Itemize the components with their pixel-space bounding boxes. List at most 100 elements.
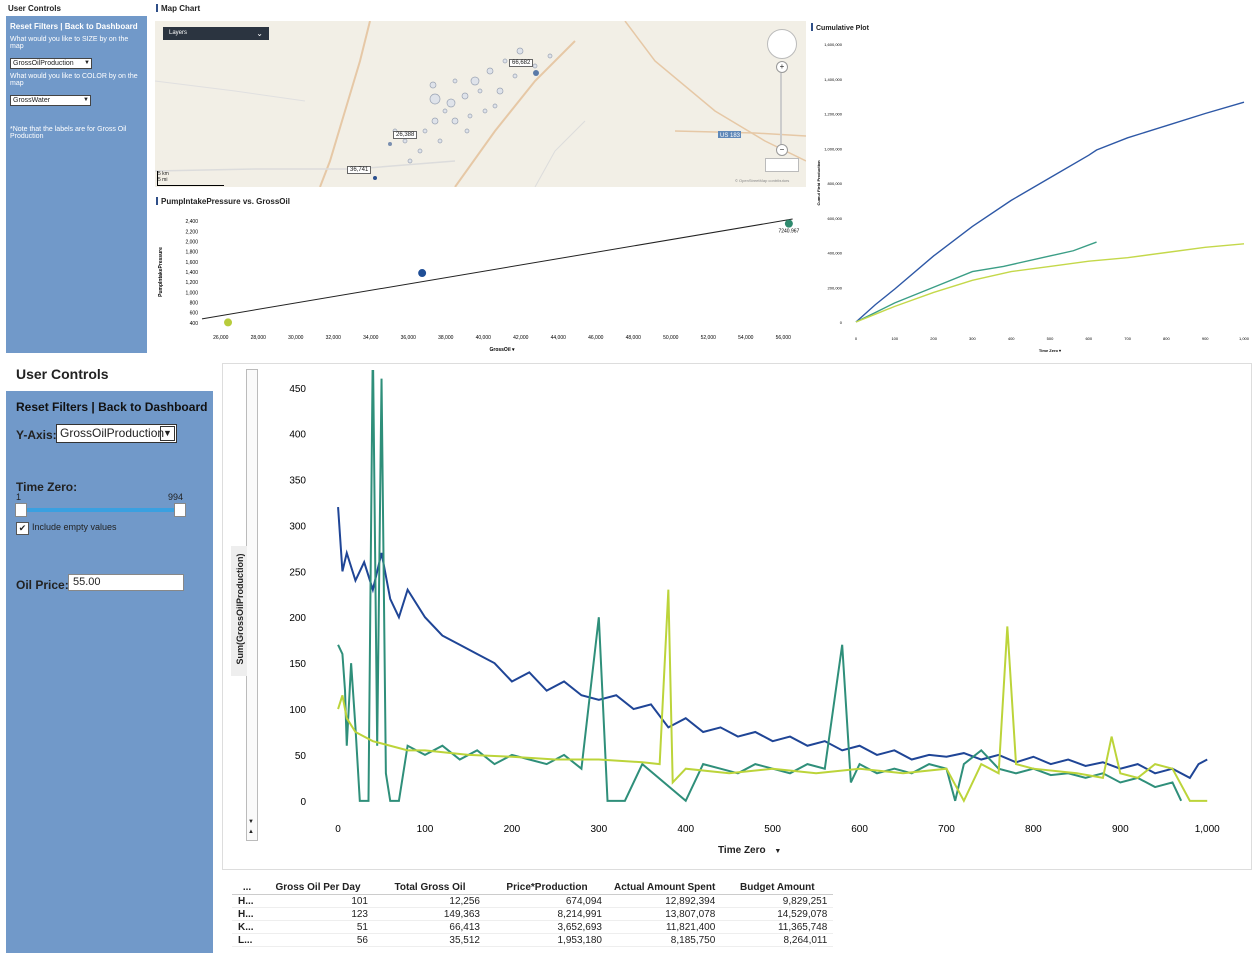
main-xtick: 1,000: [1195, 824, 1220, 835]
oil-price-input[interactable]: 55.00: [68, 574, 184, 591]
table-cell: 12,256: [374, 894, 486, 908]
cum-ytick: 1,600,000: [824, 42, 843, 47]
bottom-controls-links: Reset Filters | Back to Dashboard: [16, 400, 207, 414]
table-row[interactable]: H... 123 149,363 8,214,991 13,807,078 14,529,…: [232, 907, 834, 921]
table-cell: 12,892,394: [608, 894, 722, 908]
color-select[interactable]: GrossWater ▼: [10, 95, 91, 106]
table-cell: 149,363: [374, 907, 486, 921]
cum-xtick: 700: [1124, 336, 1131, 341]
include-empty-checkbox[interactable]: ✔: [16, 522, 29, 535]
cum-xtick: 600: [1085, 336, 1092, 341]
layers-dropdown[interactable]: Layers ⌄: [163, 27, 269, 40]
scatter-ytick: 1,000: [185, 290, 198, 296]
scatter-xtick: 48,000: [626, 335, 642, 341]
top-reset-filters-link[interactable]: Reset Filters: [10, 22, 59, 31]
slider-max: 994: [168, 492, 184, 502]
cum-series-line-1: [855, 241, 1097, 323]
table-cell: 9,829,251: [721, 894, 834, 908]
cum-xlabel: Time Zero ▾: [1039, 348, 1062, 353]
cum-ytick: 1,200,000: [824, 112, 843, 117]
vertical-scrollbar[interactable]: [246, 369, 258, 841]
table-row[interactable]: H... 101 12,256 674,094 12,892,394 9,829,251: [232, 894, 834, 908]
separator: |: [60, 22, 63, 31]
table-row[interactable]: K... 51 66,413 3,652,693 11,821,400 11,365,74…: [232, 920, 834, 934]
zoom-slider[interactable]: [780, 73, 782, 145]
main-ytick: 250: [289, 567, 306, 578]
size-select-value: GrossOilProduction: [13, 60, 74, 67]
main-xtick: 400: [677, 824, 694, 835]
map-pan-control[interactable]: [767, 29, 797, 59]
cum-series-line-2: [855, 243, 1245, 323]
map-area[interactable]: US 183 Layers ⌄ 66,682 26,388 36,741 + −…: [155, 21, 806, 187]
top-back-dashboard-link[interactable]: Back to Dashboard: [64, 22, 138, 31]
scatter-chart[interactable]: 400 600 800 1,000 1,200 1,400 1,600 1,800 2,000 2…: [150, 210, 810, 355]
slider-handle-right[interactable]: [174, 503, 186, 517]
table-header-cell[interactable]: Price*Production: [486, 880, 608, 895]
cum-ytick: 800,000: [828, 181, 843, 186]
table-cell: H...: [232, 894, 262, 908]
cum-ytick: 0: [840, 320, 843, 325]
bottom-back-dashboard-link[interactable]: Back to Dashboard: [98, 400, 208, 414]
bottom-reset-filters-link[interactable]: Reset Filters: [16, 400, 89, 414]
main-ytick: 400: [289, 430, 306, 441]
svg-text:US 183: US 183: [720, 133, 741, 139]
table-row[interactable]: L... 56 35,512 1,953,180 8,185,750 8,264,011: [232, 933, 834, 947]
yaxis-label: Y-Axis:: [16, 428, 57, 442]
scatter-ytick: 800: [190, 301, 199, 307]
scatter-ytick: 600: [190, 311, 199, 317]
table-cell: 123: [262, 907, 374, 921]
scatter-ytick: 2,400: [185, 219, 198, 225]
labels-note: *Note that the labels are for Gross Oil …: [10, 126, 127, 140]
separator: |: [91, 400, 95, 414]
main-ytick: 50: [295, 751, 307, 762]
scatter-xtick: 28,000: [251, 335, 267, 341]
main-xlabel[interactable]: Time Zero ▼: [718, 845, 788, 859]
zoom-out-button[interactable]: −: [776, 144, 788, 156]
table-cell: 8,264,011: [721, 933, 834, 947]
scatter-point-label: 7240.967: [778, 229, 799, 235]
scroll-up-icon[interactable]: ▲: [248, 829, 254, 835]
bottom-controls-title: User Controls: [16, 366, 109, 382]
chevron-down-icon: ▼: [160, 426, 175, 441]
table-header-cell[interactable]: Gross Oil Per Day: [262, 880, 374, 895]
scatter-point: [224, 318, 233, 327]
size-select[interactable]: GrossOilProduction ▼: [10, 58, 92, 69]
scroll-down-icon[interactable]: ▼: [248, 819, 254, 825]
zoom-in-button[interactable]: +: [776, 61, 788, 73]
time-zero-slider[interactable]: [22, 508, 178, 512]
cumulative-chart[interactable]: 0 200,000 400,000 600,000 800,000 1,000,000 1,…: [808, 34, 1252, 354]
table-header-cell[interactable]: Actual Amount Spent: [608, 880, 722, 895]
chevron-down-icon: ▼: [83, 97, 89, 103]
table-cell: 11,365,748: [721, 920, 834, 934]
table-cell: H...: [232, 907, 262, 921]
main-xlabel-text: Time Zero: [718, 845, 766, 856]
map-title: Map Chart: [156, 4, 200, 13]
cum-xtick: 200: [930, 336, 937, 341]
table-cell: 8,185,750: [608, 933, 722, 947]
table-cell: 14,529,078: [721, 907, 834, 921]
table-header-cell[interactable]: Total Gross Oil: [374, 880, 486, 895]
main-series-line-2: [337, 589, 1208, 804]
map-tool-buttons[interactable]: [765, 158, 799, 172]
scatter-ylabel: PumpIntakePressure: [158, 247, 164, 297]
yaxis-select[interactable]: GrossOilProduction ▼: [56, 424, 177, 443]
table-header-cell[interactable]: Budget Amount: [721, 880, 834, 895]
cumulative-title: Cumulative Plot: [811, 23, 869, 32]
scatter-point: [418, 269, 427, 278]
table-header-cell[interactable]: ...: [232, 880, 262, 895]
main-xtick: 300: [590, 824, 607, 835]
trend-line: [201, 218, 793, 320]
main-series-line-1: [337, 370, 1183, 803]
main-ylabel-text: Sum(GrossOilProduction): [235, 553, 245, 665]
size-question: What would you like to SIZE by on the ma…: [10, 36, 129, 50]
main-xtick: 700: [938, 824, 955, 835]
color-question: What would you like to COLOR by on the m…: [10, 73, 138, 87]
map-label-3: 36,741: [347, 166, 372, 174]
cum-xtick: 0: [855, 336, 858, 341]
scatter-xtick: 50,000: [663, 335, 679, 341]
table-cell: 1,953,180: [486, 933, 608, 947]
main-ytick: 100: [289, 705, 306, 716]
main-line-chart[interactable]: 0 50 100 150 200 250 300 350 400 450 0 100 200 300 400…: [262, 370, 1250, 860]
main-ytick: 300: [289, 521, 306, 532]
slider-handle-left[interactable]: [15, 503, 27, 517]
